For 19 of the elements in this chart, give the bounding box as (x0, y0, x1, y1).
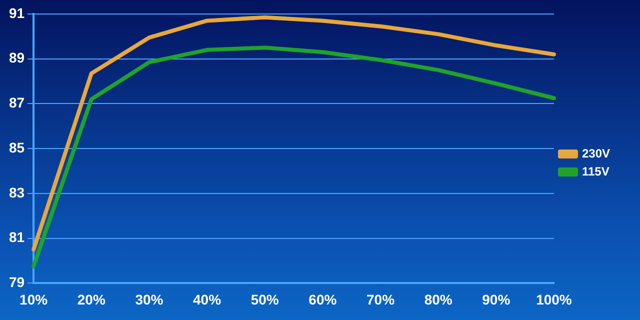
x-tick-label: 100% (536, 291, 572, 308)
y-tick-label: 81 (8, 229, 25, 246)
y-tick-label: 79 (8, 274, 25, 290)
x-tick-label: 70% (366, 291, 396, 308)
y-tick-label: 87 (8, 94, 25, 111)
x-tick-label: 90% (482, 291, 511, 308)
y-tick-label: 89 (8, 50, 25, 66)
y-tick-label: 85 (8, 139, 25, 156)
x-tick-label: 50% (250, 291, 280, 308)
x-tick-label: 40% (193, 291, 222, 308)
legend-label: 115V (582, 164, 610, 178)
y-tick-label: 91 (8, 4, 25, 21)
x-tick-label: 30% (135, 291, 164, 308)
x-tick-label: 80% (424, 291, 453, 308)
x-tick-label: 60% (308, 291, 338, 308)
x-tick-label: 20% (77, 291, 106, 308)
x-tick-label: 10% (20, 291, 48, 308)
legend-label: 230V (582, 146, 610, 160)
y-tick-label: 83 (8, 184, 25, 200)
